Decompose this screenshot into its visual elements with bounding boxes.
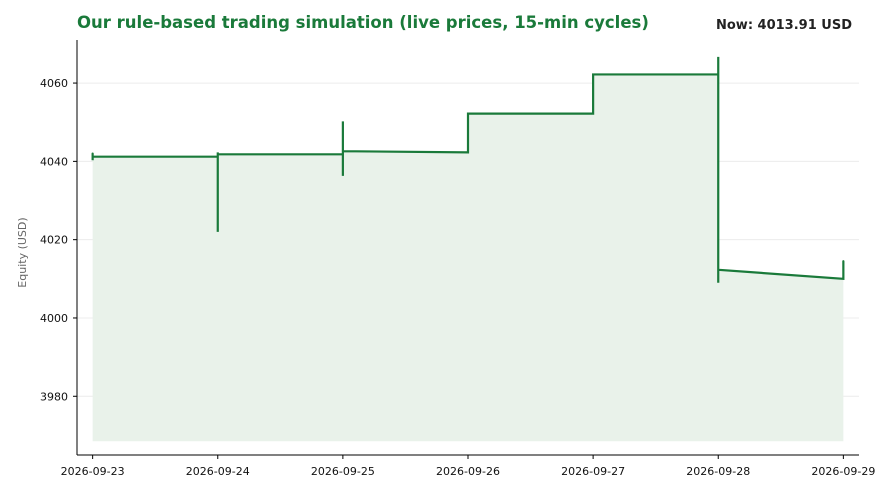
y-tick-label: 4020 bbox=[40, 234, 68, 247]
equity-line bbox=[91, 56, 845, 283]
chart-title: Our rule-based trading simulation (live … bbox=[77, 13, 649, 32]
x-tick-label: 2026-09-28 bbox=[686, 465, 750, 478]
x-tick-label: 2026-09-26 bbox=[436, 465, 500, 478]
y-tick-label: 4000 bbox=[40, 312, 68, 325]
x-tick-label: 2026-09-23 bbox=[61, 465, 125, 478]
y-axis-label: Equity (USD) bbox=[16, 217, 29, 287]
y-tick-label: 3980 bbox=[40, 390, 68, 403]
x-tick-label: 2026-09-25 bbox=[311, 465, 375, 478]
x-tick-label: 2026-09-29 bbox=[811, 465, 875, 478]
x-tick-label: 2026-09-24 bbox=[186, 465, 250, 478]
x-tick-label: 2026-09-27 bbox=[561, 465, 625, 478]
y-tick-label: 4040 bbox=[40, 155, 68, 168]
y-tick-label: 4060 bbox=[40, 77, 68, 90]
current-equity-readout: Now: 4013.91 USD bbox=[716, 18, 852, 33]
equity-area-fill bbox=[92, 56, 844, 442]
